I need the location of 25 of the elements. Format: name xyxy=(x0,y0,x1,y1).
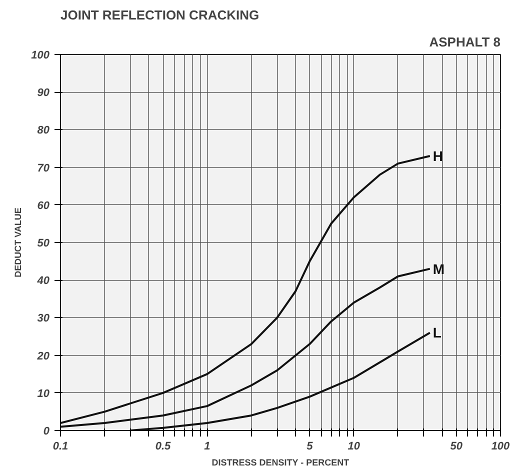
x-tick-label: 0.5 xyxy=(155,440,172,452)
y-tick-label: 0 xyxy=(43,426,50,438)
x-tick-label: 50 xyxy=(450,440,464,452)
series-label: L xyxy=(432,324,442,341)
chart-subtitle: ASPHALT 8 xyxy=(429,34,500,50)
x-tick-label: 10 xyxy=(348,440,361,452)
y-tick-label: 90 xyxy=(37,87,50,100)
y-axis-title: DEDUCT VALUE xyxy=(13,208,24,278)
y-tick-label: 50 xyxy=(37,238,50,250)
series-label: M xyxy=(432,260,445,277)
series-label: H xyxy=(432,148,444,164)
x-tick-label: 1 xyxy=(204,440,210,452)
y-tick-label: 60 xyxy=(37,200,50,212)
y-tick-label: 100 xyxy=(31,50,50,62)
y-tick-label: 30 xyxy=(37,312,50,325)
y-tick-label: 40 xyxy=(36,275,50,288)
x-tick-label: 100 xyxy=(491,440,511,452)
x-axis-title: DISTRESS DENSITY - PERCENT xyxy=(212,458,350,468)
chart-title: JOINT REFLECTION CRACKING xyxy=(60,8,260,22)
x-tick-label: 5 xyxy=(306,440,314,452)
y-tick-label: 70 xyxy=(37,162,50,174)
x-tick-label: 0.1 xyxy=(52,440,68,452)
y-tick-label: 20 xyxy=(36,350,50,362)
y-tick-label: 10 xyxy=(37,388,50,400)
y-tick-label: 80 xyxy=(37,124,50,137)
